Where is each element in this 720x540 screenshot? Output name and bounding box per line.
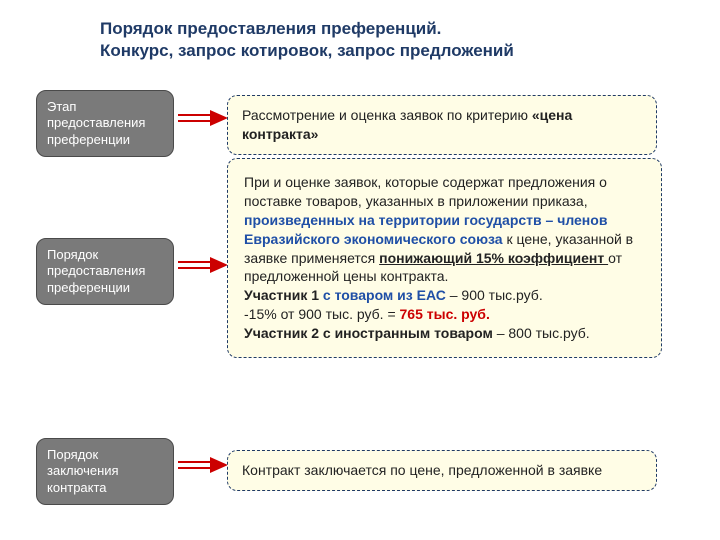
box-stage-text-a: Рассмотрение и оценка заявок по критерию <box>242 107 532 123</box>
pill-order-label: Порядок предоставления преференции <box>47 247 145 295</box>
box-order-p1: При и оценке заявок, которые содержат пр… <box>244 173 645 286</box>
pill-stage: Этап предоставления преференции <box>36 90 174 157</box>
arrow-icon <box>178 455 228 475</box>
slide-title: Порядок предоставления преференций. Конк… <box>100 18 660 62</box>
p1-d: понижающий 15% коэффициент <box>379 250 608 266</box>
arrow-icon <box>178 108 228 128</box>
pill-order: Порядок предоставления преференции <box>36 238 174 305</box>
p2-b: с товаром из ЕАС <box>323 287 446 303</box>
box-contract: Контракт заключается по цене, предложенн… <box>227 450 657 491</box>
title-line2: Конкурс, запрос котировок, запрос предло… <box>100 41 514 60</box>
p2-c: – 900 тыс.руб. <box>446 287 543 303</box>
pill-contract-label: Порядок заключения контракта <box>47 447 119 495</box>
title-line1: Порядок предоставления преференций. <box>100 19 441 38</box>
box-order-p4: Участник 2 с иностранным товаром – 800 т… <box>244 324 645 343</box>
p1-a: При и оценке заявок, которые содержат пр… <box>244 174 607 209</box>
arrow-icon <box>178 255 228 275</box>
box-stage: Рассмотрение и оценка заявок по критерию… <box>227 95 657 155</box>
box-order: При и оценке заявок, которые содержат пр… <box>227 158 662 358</box>
box-contract-text: Контракт заключается по цене, предложенн… <box>242 462 602 478</box>
p4-b: – 800 тыс.руб. <box>493 325 590 341</box>
p3-a: -15% от 900 тыс. руб. = <box>244 306 400 322</box>
pill-contract: Порядок заключения контракта <box>36 438 174 505</box>
p3-b: 765 тыс. руб. <box>400 306 490 322</box>
pill-stage-label: Этап предоставления преференции <box>47 99 145 147</box>
box-order-p3: -15% от 900 тыс. руб. = 765 тыс. руб. <box>244 305 645 324</box>
p4-a: Участник 2 с иностранным товаром <box>244 325 493 341</box>
box-order-p2: Участник 1 с товаром из ЕАС – 900 тыс.ру… <box>244 286 645 305</box>
p2-a: Участник 1 <box>244 287 323 303</box>
